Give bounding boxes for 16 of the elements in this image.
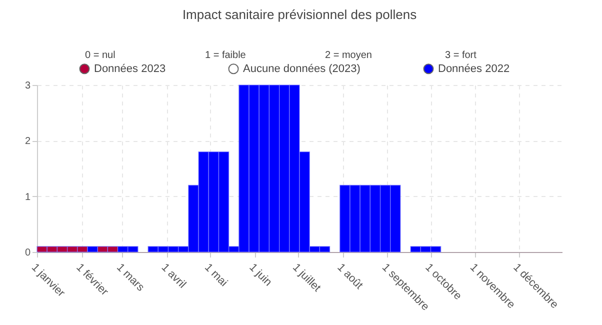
text: 1 = faible (205, 50, 246, 61)
y-tick-label: 2 (24, 136, 31, 148)
legend-label: Données 2022 (438, 62, 510, 75)
x-tick-label: 1 juin (246, 262, 274, 289)
text: 0 = nul (85, 50, 116, 61)
y-tick-label: 3 (24, 80, 31, 92)
y-tick-label: 0 (24, 248, 31, 258)
x-tick-label: 1 mai (202, 262, 230, 290)
text: 2 = moyen (325, 50, 372, 61)
legend-label: Données 2023 (94, 62, 166, 75)
text: 3 = fort (445, 50, 477, 61)
legend-label: Aucune données (2023) (243, 62, 360, 75)
x-tick-label: 1 avril (158, 262, 188, 291)
y-tick-label: 1 (24, 192, 31, 203)
chart-title: Impact sanitaire prévisionnel des pollens (182, 7, 418, 22)
x-tick-label: 1 août (334, 262, 365, 292)
